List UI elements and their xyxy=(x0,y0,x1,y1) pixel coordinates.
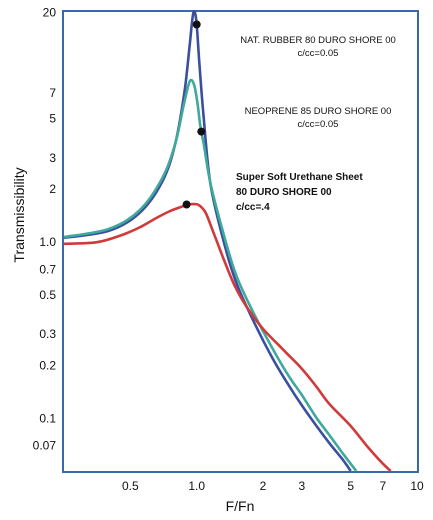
annotation-text: NAT. RUBBER 80 DURO SHORE 00 xyxy=(240,35,396,46)
x-tick-label: 10 xyxy=(410,479,424,493)
x-axis-title: F/Fn xyxy=(226,498,255,514)
y-tick-label: 0.2 xyxy=(39,358,56,372)
y-tick-label: 0.7 xyxy=(39,262,56,276)
y-tick-label: 20 xyxy=(43,6,57,20)
annotation-marker xyxy=(192,20,201,29)
annotation-text: c/cc=.4 xyxy=(236,202,270,213)
y-tick-label: 1.0 xyxy=(39,235,56,249)
y-tick-label: 0.07 xyxy=(33,439,57,453)
y-tick-label: 2 xyxy=(49,182,56,196)
x-tick-label: 5 xyxy=(347,479,354,493)
x-tick-label: 3 xyxy=(298,479,305,493)
series-line-3 xyxy=(63,202,392,472)
annotation-text: c/cc=0.05 xyxy=(298,48,339,59)
annotation-marker xyxy=(182,200,191,209)
annotations-layer: NAT. RUBBER 80 DURO SHORE 00 c/cc=0.05 NEO… xyxy=(236,35,396,213)
y-tick-label: 0.1 xyxy=(39,411,56,425)
annotation-text: NEOPRENE 85 DURO SHORE 00 xyxy=(245,106,392,117)
y-tick-label: 7 xyxy=(49,86,56,100)
y-tick-label: 0.3 xyxy=(39,327,56,341)
y-ticks: 20 7 5 3 2 1.0 0.7 0.5 0.3 0.2 0.1 0.07 xyxy=(33,6,57,453)
annotation-text: c/cc=0.05 xyxy=(298,119,339,130)
plot-area xyxy=(62,10,419,473)
x-ticks: 0.5 1.0 2 3 5 7 10 xyxy=(122,479,424,493)
annotation-text: Super Soft Urethane Sheet xyxy=(236,172,363,183)
x-tick-label: 7 xyxy=(380,479,387,493)
x-tick-label: 1.0 xyxy=(188,479,205,493)
markers-layer xyxy=(182,20,206,209)
series-line-2 xyxy=(63,78,358,472)
y-tick-label: 3 xyxy=(49,151,56,165)
x-tick-label: 2 xyxy=(260,479,267,493)
x-tick-label: 0.5 xyxy=(122,479,139,493)
y-tick-label: 0.5 xyxy=(39,288,56,302)
annotation-text: 80 DURO SHORE 00 xyxy=(236,187,332,198)
annotation-marker xyxy=(197,127,206,136)
y-axis-title: Transmissibility xyxy=(11,167,27,262)
y-tick-label: 5 xyxy=(49,112,56,126)
curves-layer xyxy=(63,9,392,472)
